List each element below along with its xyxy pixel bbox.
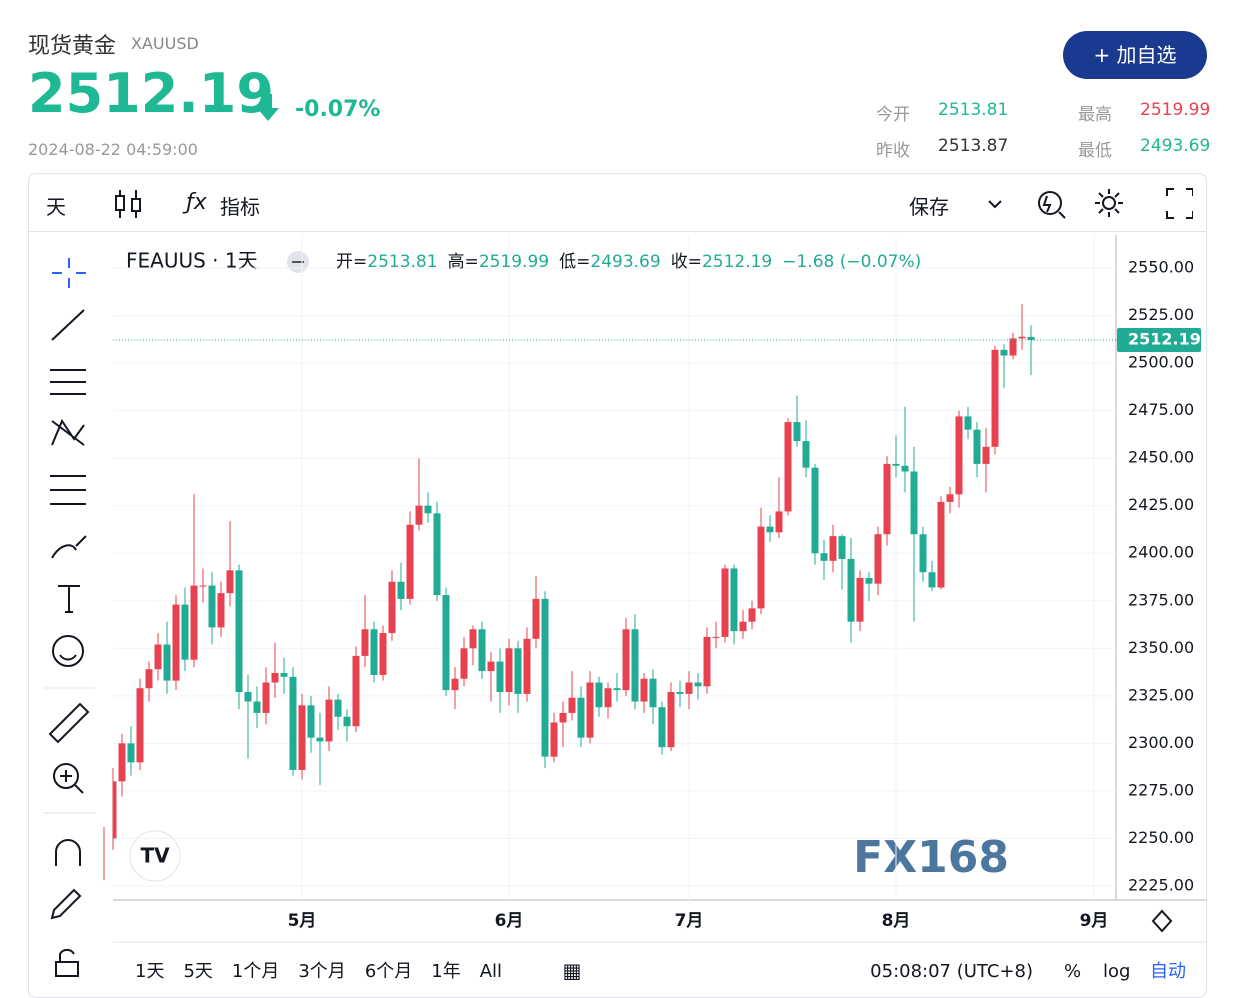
chart-type-button[interactable] xyxy=(110,184,150,224)
watch-button[interactable]: + 加自选 xyxy=(1063,31,1207,79)
scale-button[interactable]: log xyxy=(1103,961,1130,982)
save-menu[interactable] xyxy=(985,194,1005,214)
y-tick-label: 2225.00 xyxy=(1128,875,1194,894)
y-tick-label: 2425.00 xyxy=(1128,495,1194,514)
range-button[interactable]: 1个月 xyxy=(232,961,279,982)
scale-button[interactable]: 自动 xyxy=(1150,961,1186,982)
range-button[interactable]: 5天 xyxy=(183,961,212,982)
x-tick-label: 6月 xyxy=(495,911,524,931)
x-tick-label: 7月 xyxy=(675,911,704,931)
x-tick-label: 5月 xyxy=(288,911,317,931)
date-range-icon: ▦ xyxy=(563,959,582,983)
title: 现货黄金 xyxy=(28,34,117,59)
interval-button[interactable]: 天 xyxy=(46,195,66,219)
timestamp: 2024-08-22 04:59:00 xyxy=(28,140,198,159)
stat-value: 2513.81 xyxy=(938,100,1009,120)
legend-label: 收= xyxy=(671,252,702,272)
y-tick-label: 2525.00 xyxy=(1128,305,1194,324)
tv-logo xyxy=(129,830,181,882)
legend-label: 开= xyxy=(336,252,367,272)
y-tick-label: 2500.00 xyxy=(1128,353,1194,372)
down-arrow xyxy=(257,94,279,121)
legend-value: 2512.19 xyxy=(702,252,772,272)
stat-label: 最高 xyxy=(1078,105,1112,125)
x-tick-label: 9月 xyxy=(1080,911,1109,931)
stat-value: 2519.99 xyxy=(1140,100,1211,120)
stat-value: 2513.87 xyxy=(938,136,1009,156)
indicators-button[interactable]: 指标 xyxy=(220,195,260,219)
range-button[interactable]: 1年 xyxy=(431,961,460,982)
y-tick-label: 2400.00 xyxy=(1128,543,1194,562)
stat-label: 昨收 xyxy=(876,141,910,161)
range-button[interactable]: 3个月 xyxy=(298,961,345,982)
axis-settings xyxy=(1151,909,1173,933)
y-tick-label: 2325.00 xyxy=(1128,685,1194,704)
legend-value: 2513.81 xyxy=(367,252,437,272)
last-price-box xyxy=(1117,327,1201,352)
toolbar-divider xyxy=(29,231,1206,232)
fx-icon: ƒx xyxy=(186,190,207,215)
price: 2512.19 xyxy=(28,62,274,125)
candle-body xyxy=(113,781,117,839)
x-tick-label: 8月 xyxy=(882,911,911,931)
legend-value: 2493.69 xyxy=(590,252,660,272)
y-tick-label: 2275.00 xyxy=(1128,780,1194,799)
y-tick-label: 2375.00 xyxy=(1128,590,1194,609)
range-button[interactable]: 1天 xyxy=(135,961,164,982)
clock: 05:08:07 (UTC+8) xyxy=(870,961,1033,982)
legend-change: −1.68 (−0.07%) xyxy=(782,252,921,272)
symbol: XAUUSD xyxy=(131,34,199,53)
save-button[interactable]: 保存 xyxy=(909,195,949,219)
range-button[interactable]: 6个月 xyxy=(365,961,412,982)
legend-value: 2519.99 xyxy=(479,252,549,272)
scale-button[interactable]: % xyxy=(1064,961,1081,982)
y-tick-label: 2450.00 xyxy=(1128,448,1194,467)
range-button[interactable]: All xyxy=(480,961,502,982)
drawing-tools[interactable] xyxy=(40,240,100,990)
legend-label: 高= xyxy=(448,252,479,272)
y-tick-label: 2250.00 xyxy=(1128,828,1194,847)
y-tick-label: 2550.00 xyxy=(1128,258,1194,277)
y-tick-label: 2300.00 xyxy=(1128,733,1194,752)
watermark: FX168 xyxy=(853,832,1009,883)
y-tick-label: 2350.00 xyxy=(1128,638,1194,657)
toolbar-icons[interactable] xyxy=(1033,184,1193,224)
change: -0.07% xyxy=(295,97,381,122)
stat-label: 今开 xyxy=(876,105,910,125)
legend-label: 低= xyxy=(559,252,590,272)
stat-value: 2493.69 xyxy=(1140,136,1211,156)
stat-label: 最低 xyxy=(1078,141,1112,161)
legend-title: FEAUUS · 1天 xyxy=(126,249,258,273)
tv-logo-text: TV xyxy=(140,844,170,868)
last-price-label: 2512.19 xyxy=(1128,329,1201,348)
y-tick-label: 2475.00 xyxy=(1128,400,1194,419)
